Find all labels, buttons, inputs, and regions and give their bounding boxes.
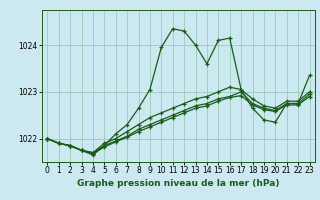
X-axis label: Graphe pression niveau de la mer (hPa): Graphe pression niveau de la mer (hPa) — [77, 179, 280, 188]
